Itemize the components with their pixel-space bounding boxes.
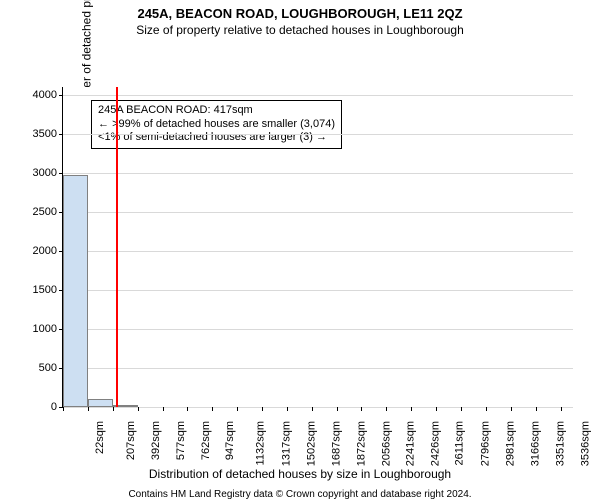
- y-tick-label: 4000: [33, 89, 63, 101]
- x-tick: [461, 407, 462, 411]
- x-tick-label: 1317sqm: [280, 421, 292, 466]
- gridline: [63, 134, 573, 135]
- x-tick: [436, 407, 437, 411]
- gridline: [63, 329, 573, 330]
- y-tick-label: 500: [39, 362, 63, 374]
- x-tick: [361, 407, 362, 411]
- gridline: [63, 407, 573, 408]
- annotation-box: 245A BEACON ROAD: 417sqm← >99% of detach…: [91, 100, 342, 149]
- x-tick-label: 947sqm: [225, 421, 237, 460]
- x-tick-label: 22sqm: [94, 421, 106, 454]
- footer-line-1: Contains HM Land Registry data © Crown c…: [0, 489, 600, 500]
- histogram-bar: [88, 399, 113, 407]
- gridline: [63, 251, 573, 252]
- x-tick: [262, 407, 263, 411]
- gridline: [63, 95, 573, 96]
- x-tick: [486, 407, 487, 411]
- x-tick: [113, 407, 114, 411]
- x-tick: [561, 407, 562, 411]
- x-tick: [511, 407, 512, 411]
- y-tick-label: 3500: [33, 128, 63, 140]
- x-tick: [138, 407, 139, 411]
- x-tick: [386, 407, 387, 411]
- y-tick-label: 1500: [33, 284, 63, 296]
- y-tick-label: 1000: [33, 323, 63, 335]
- x-tick-label: 762sqm: [200, 421, 212, 460]
- gridline: [63, 368, 573, 369]
- y-tick-label: 0: [51, 401, 63, 413]
- x-tick: [411, 407, 412, 411]
- x-tick-label: 1687sqm: [330, 421, 342, 466]
- x-tick: [312, 407, 313, 411]
- gridline: [63, 173, 573, 174]
- y-tick-label: 2500: [33, 206, 63, 218]
- x-tick-label: 2056sqm: [380, 421, 392, 466]
- gridline: [63, 290, 573, 291]
- x-tick: [163, 407, 164, 411]
- x-tick: [287, 407, 288, 411]
- gridline: [63, 212, 573, 213]
- x-tick: [212, 407, 213, 411]
- histogram-bar: [63, 175, 88, 407]
- x-tick-label: 3536sqm: [579, 421, 591, 466]
- y-tick-label: 2000: [33, 245, 63, 257]
- x-tick: [187, 407, 188, 411]
- x-tick-label: 207sqm: [125, 421, 137, 460]
- footer: Contains HM Land Registry data © Crown c…: [0, 489, 600, 500]
- reference-line: [116, 87, 118, 407]
- y-tick-label: 3000: [33, 167, 63, 179]
- x-tick: [63, 407, 64, 411]
- x-tick-label: 1132sqm: [255, 421, 267, 465]
- x-tick-label: 3166sqm: [529, 421, 541, 466]
- x-axis-label: Distribution of detached houses by size …: [0, 467, 600, 481]
- x-tick: [536, 407, 537, 411]
- x-tick-label: 1502sqm: [305, 421, 317, 466]
- x-tick-label: 2981sqm: [504, 421, 516, 466]
- x-tick-label: 1872sqm: [355, 421, 367, 466]
- x-tick-label: 2241sqm: [405, 421, 417, 466]
- x-tick: [337, 407, 338, 411]
- x-tick: [88, 407, 89, 411]
- x-tick-label: 2611sqm: [454, 421, 466, 465]
- annotation-line: ← >99% of detached houses are smaller (3…: [98, 118, 335, 132]
- x-tick-label: 392sqm: [150, 421, 162, 460]
- x-tick-label: 2426sqm: [430, 421, 442, 466]
- x-tick-label: 577sqm: [175, 421, 187, 460]
- plot-area: 245A BEACON ROAD: 417sqm← >99% of detach…: [62, 87, 573, 408]
- annotation-line: 245A BEACON ROAD: 417sqm: [98, 104, 335, 118]
- x-tick: [237, 407, 238, 411]
- x-tick-label: 3351sqm: [554, 421, 566, 466]
- x-tick-label: 2796sqm: [479, 421, 491, 466]
